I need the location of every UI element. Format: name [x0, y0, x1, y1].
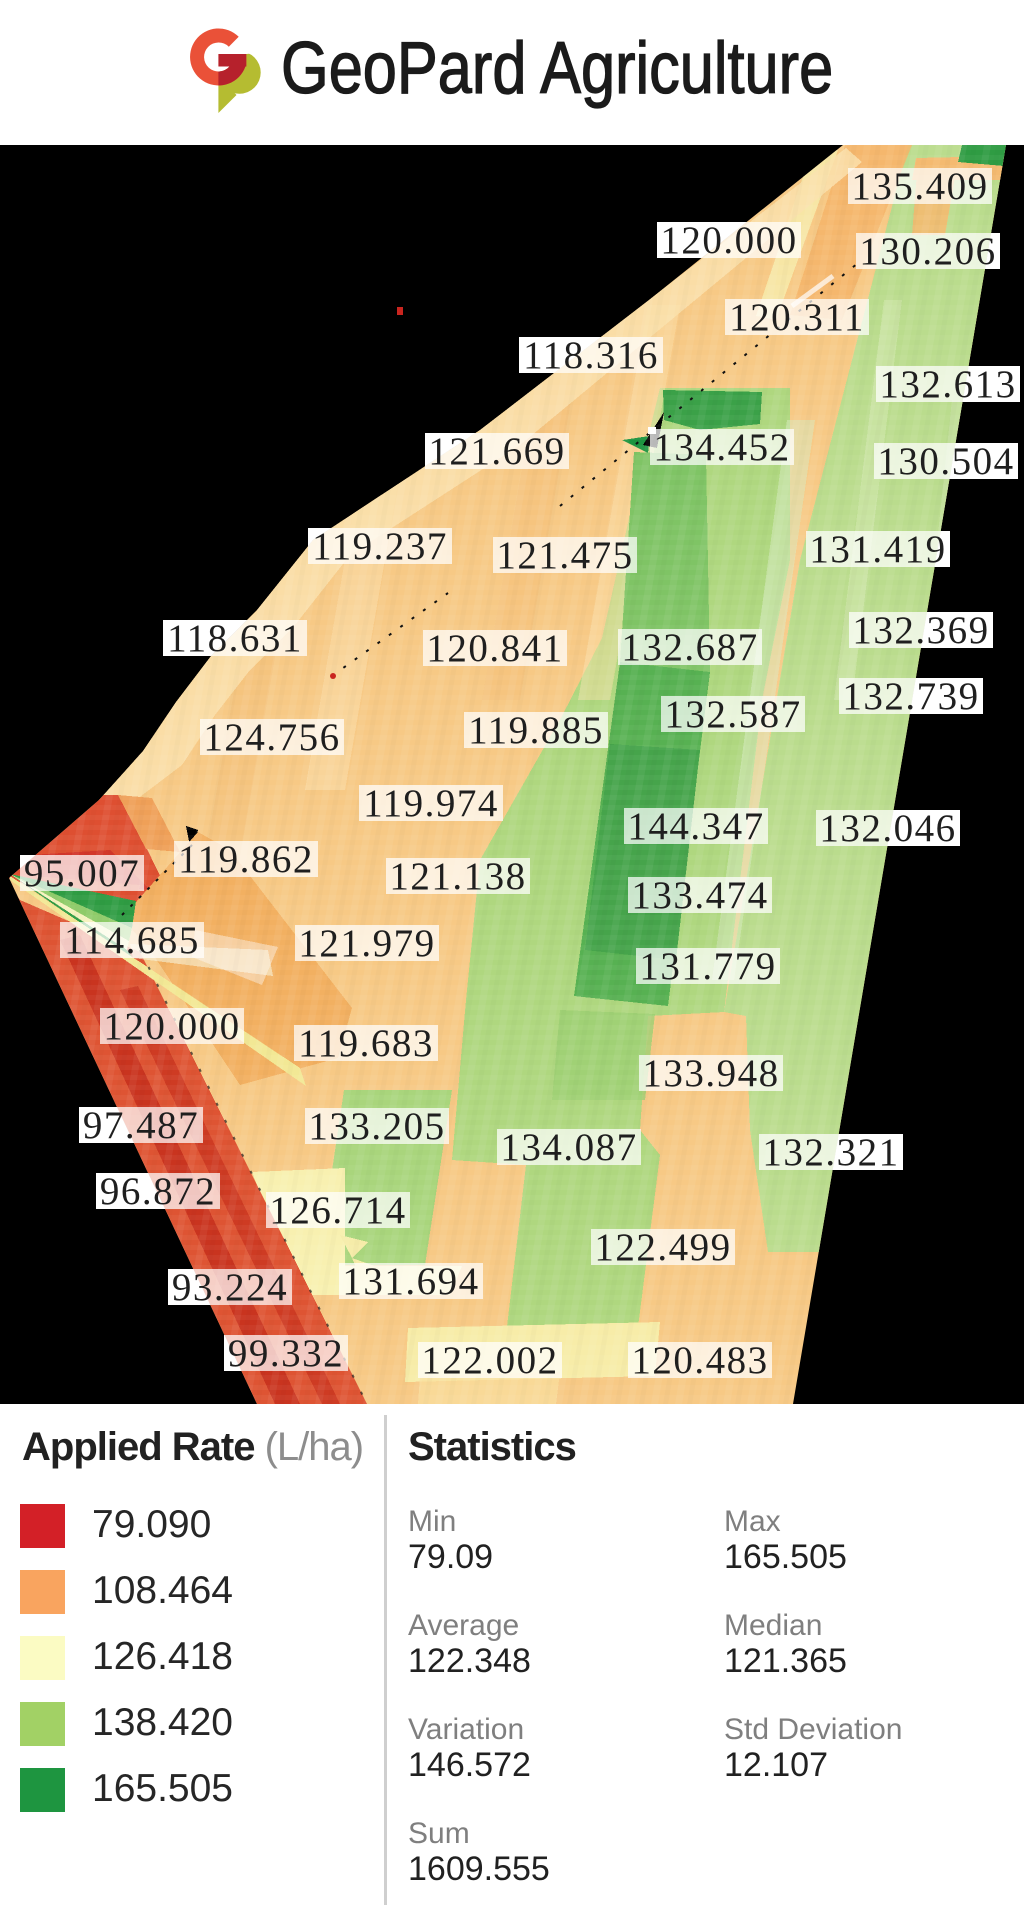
svg-text:120.000: 120.000 [103, 1005, 240, 1048]
svg-text:122.002: 122.002 [421, 1339, 558, 1382]
svg-text:131.779: 131.779 [639, 945, 776, 988]
svg-text:95.007: 95.007 [24, 852, 140, 895]
svg-text:132.587: 132.587 [664, 693, 801, 736]
svg-text:133.205: 133.205 [308, 1105, 445, 1148]
svg-text:130.206: 130.206 [859, 230, 996, 273]
svg-text:132.687: 132.687 [621, 626, 758, 669]
svg-text:133.474: 133.474 [631, 874, 768, 917]
svg-text:144.347: 144.347 [627, 805, 764, 848]
svg-text:122.499: 122.499 [594, 1226, 731, 1269]
svg-text:135.409: 135.409 [851, 165, 988, 208]
svg-text:132.046: 132.046 [819, 807, 956, 850]
svg-text:131.694: 131.694 [342, 1260, 479, 1303]
svg-text:97.487: 97.487 [83, 1104, 199, 1147]
svg-text:114.685: 114.685 [64, 919, 200, 962]
svg-text:120.000: 120.000 [660, 219, 797, 262]
svg-text:93.224: 93.224 [172, 1266, 288, 1309]
svg-text:96.872: 96.872 [100, 1170, 216, 1213]
svg-text:120.311: 120.311 [729, 296, 865, 339]
svg-text:121.979: 121.979 [298, 922, 435, 965]
svg-text:118.316: 118.316 [523, 334, 659, 377]
svg-text:119.862: 119.862 [178, 838, 314, 881]
svg-text:120.841: 120.841 [426, 627, 563, 670]
svg-text:133.948: 133.948 [642, 1052, 779, 1095]
svg-text:99.332: 99.332 [228, 1332, 344, 1375]
svg-text:126.714: 126.714 [269, 1189, 406, 1232]
svg-text:132.321: 132.321 [762, 1131, 899, 1174]
svg-text:121.475: 121.475 [496, 534, 633, 577]
svg-text:121.138: 121.138 [389, 855, 526, 898]
svg-text:130.504: 130.504 [877, 440, 1014, 483]
svg-text:134.452: 134.452 [653, 426, 790, 469]
svg-text:121.669: 121.669 [428, 430, 565, 473]
svg-text:124.756: 124.756 [203, 716, 340, 759]
svg-text:119.683: 119.683 [298, 1022, 434, 1065]
svg-text:132.739: 132.739 [842, 675, 979, 718]
svg-text:131.419: 131.419 [809, 528, 946, 571]
svg-text:119.974: 119.974 [363, 782, 499, 825]
svg-text:134.087: 134.087 [500, 1126, 637, 1169]
svg-text:132.369: 132.369 [852, 609, 989, 652]
svg-text:132.613: 132.613 [879, 363, 1016, 406]
svg-text:119.237: 119.237 [312, 525, 448, 568]
svg-text:119.885: 119.885 [468, 709, 604, 752]
svg-text:120.483: 120.483 [631, 1339, 768, 1382]
svg-text:118.631: 118.631 [167, 617, 303, 660]
